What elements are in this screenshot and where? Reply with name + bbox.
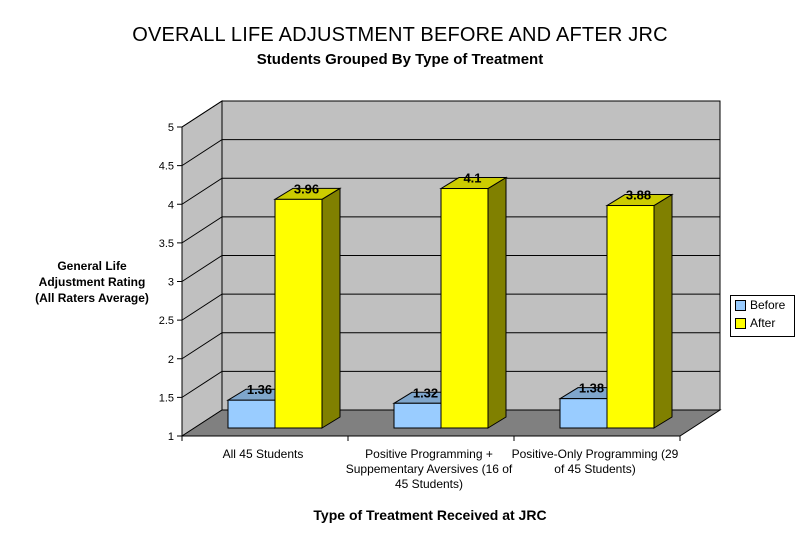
gridline	[181, 100, 720, 128]
y-tick-label: 1.5	[159, 392, 174, 404]
category-label-1: Positive Programming + Suppementary Aver…	[345, 447, 513, 491]
gridline	[181, 177, 720, 205]
legend-item-before: Before	[731, 296, 794, 314]
y-tick-label: 5	[168, 122, 174, 134]
legend-swatch-before	[735, 299, 746, 311]
bar-after-0	[274, 198, 323, 429]
data-label-after-1: 4.1	[463, 171, 481, 186]
y-tick-label: 2.5	[159, 315, 174, 327]
bar-after-1	[440, 188, 489, 429]
y-axis-label: General Life Adjustment Rating (All Raters…	[35, 259, 149, 305]
bar-before-1	[393, 402, 442, 429]
gridline	[181, 139, 720, 167]
bar-side-after-0	[321, 187, 341, 429]
category-label-0: All 45 Students	[222, 447, 304, 461]
bar-before-2	[559, 398, 608, 429]
bar-before-0	[227, 399, 276, 429]
chart-title: OVERALL LIFE ADJUSTMENT BEFORE AND AFTER…	[132, 24, 668, 46]
y-tick-label: 4.5	[159, 161, 174, 173]
x-axis-label: Type of Treatment Received at JRC	[313, 507, 547, 523]
legend-label-before: Before	[750, 298, 786, 312]
category-label-2: Positive-Only Programming (29 of 45 Stud…	[511, 447, 679, 476]
gridline	[181, 216, 720, 244]
bar-side-after-1	[487, 176, 507, 429]
data-label-before-1: 1.32	[413, 385, 438, 400]
legend: Before After	[730, 295, 795, 337]
y-tick-label: 3	[168, 277, 174, 289]
gridline	[181, 370, 720, 398]
data-label-before-0: 1.36	[247, 382, 272, 397]
y-tick-label: 1	[168, 431, 174, 443]
gridline	[181, 293, 720, 321]
bar-side-after-2	[653, 193, 673, 429]
legend-label-after: After	[750, 316, 776, 330]
legend-item-after: After	[731, 314, 794, 332]
data-label-before-2: 1.38	[579, 381, 604, 396]
bar-after-2	[606, 205, 655, 429]
y-tick-label: 4	[168, 199, 174, 211]
legend-swatch-after	[735, 317, 746, 329]
y-tick-label: 2	[168, 354, 174, 366]
gridline	[181, 332, 720, 360]
gridline	[181, 255, 720, 282]
chart-subtitle: Students Grouped By Type of Treatment	[256, 51, 544, 68]
data-label-after-2: 3.88	[626, 188, 651, 203]
y-tick-label: 3.5	[159, 238, 174, 250]
data-label-after-0: 3.96	[294, 181, 319, 196]
